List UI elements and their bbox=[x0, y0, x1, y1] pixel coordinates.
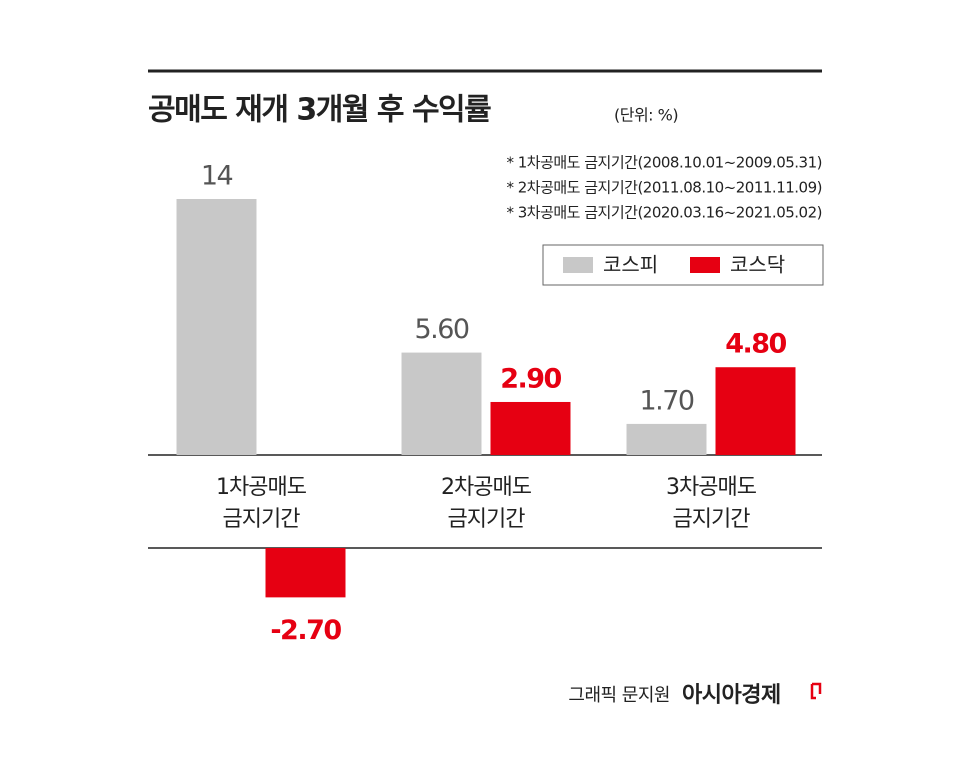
source: 그래픽 문지원 bbox=[568, 685, 670, 706]
note: * 2차공매도 금지기간(2011.08.10~2011.11.09) bbox=[506, 179, 822, 197]
brand-icon bbox=[810, 682, 822, 700]
chart-title: 공매도 재개 3개월 후 수익률 bbox=[148, 93, 491, 128]
brand: 아시아경제 bbox=[682, 683, 781, 708]
bar bbox=[176, 199, 257, 455]
notes: * 1차공매도 금지기간(2008.10.01~2009.05.31) * 2차공… bbox=[506, 154, 822, 222]
bar bbox=[490, 401, 571, 455]
bar bbox=[265, 548, 346, 598]
x-tick-label: 금지기간 bbox=[223, 507, 301, 532]
legend-label: 코스닥 bbox=[730, 253, 785, 277]
data-label: 14 bbox=[201, 161, 233, 192]
data-label: 1.70 bbox=[639, 385, 693, 416]
bar bbox=[626, 423, 707, 455]
data-label: 4.80 bbox=[725, 329, 786, 360]
legend: 코스피 코스닥 bbox=[563, 253, 785, 277]
x-tick-label: 금지기간 bbox=[448, 507, 526, 532]
x-tick-label: 2차공매도 bbox=[441, 475, 532, 500]
x-tick-label: 1차공매도 bbox=[216, 475, 307, 500]
data-label: 2.90 bbox=[500, 363, 561, 394]
x-tick-label: 3차공매도 bbox=[666, 475, 757, 500]
legend-swatch bbox=[690, 257, 720, 273]
legend-box bbox=[542, 244, 824, 286]
legend-label: 코스피 bbox=[603, 253, 658, 277]
legend-swatch bbox=[563, 257, 593, 273]
bar bbox=[715, 367, 796, 455]
x-tick-label: 금지기간 bbox=[673, 507, 751, 532]
bar bbox=[401, 352, 482, 455]
note: * 1차공매도 금지기간(2008.10.01~2009.05.31) bbox=[506, 154, 822, 172]
data-label: 5.60 bbox=[414, 314, 468, 345]
data-label: -2.70 bbox=[270, 615, 341, 646]
chart-subtitle: (단위: %) bbox=[614, 106, 678, 125]
note: * 3차공매도 금지기간(2020.03.16~2021.05.02) bbox=[506, 204, 822, 222]
